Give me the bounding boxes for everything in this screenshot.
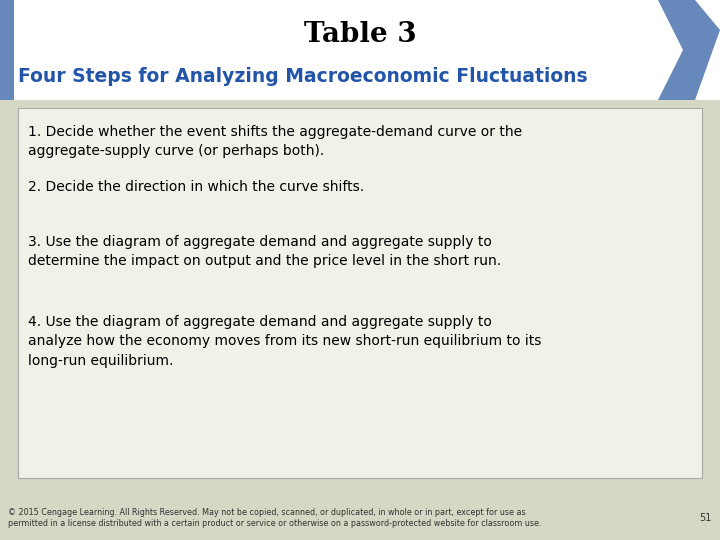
Polygon shape [658, 0, 720, 100]
Text: 51: 51 [700, 513, 712, 523]
Text: 2. Decide the direction in which the curve shifts.: 2. Decide the direction in which the cur… [28, 180, 364, 194]
Text: Table 3: Table 3 [304, 21, 416, 48]
FancyBboxPatch shape [18, 108, 702, 478]
FancyBboxPatch shape [0, 0, 720, 100]
Text: 4. Use the diagram of aggregate demand and aggregate supply to
analyze how the e: 4. Use the diagram of aggregate demand a… [28, 315, 541, 368]
FancyBboxPatch shape [0, 0, 14, 100]
Text: 3. Use the diagram of aggregate demand and aggregate supply to
determine the imp: 3. Use the diagram of aggregate demand a… [28, 235, 501, 268]
Text: © 2015 Cengage Learning. All Rights Reserved. May not be copied, scanned, or dup: © 2015 Cengage Learning. All Rights Rese… [8, 508, 541, 528]
Text: 1. Decide whether the event shifts the aggregate-demand curve or the
aggregate-s: 1. Decide whether the event shifts the a… [28, 125, 522, 159]
Text: Four Steps for Analyzing Macroeconomic Fluctuations: Four Steps for Analyzing Macroeconomic F… [18, 68, 588, 86]
